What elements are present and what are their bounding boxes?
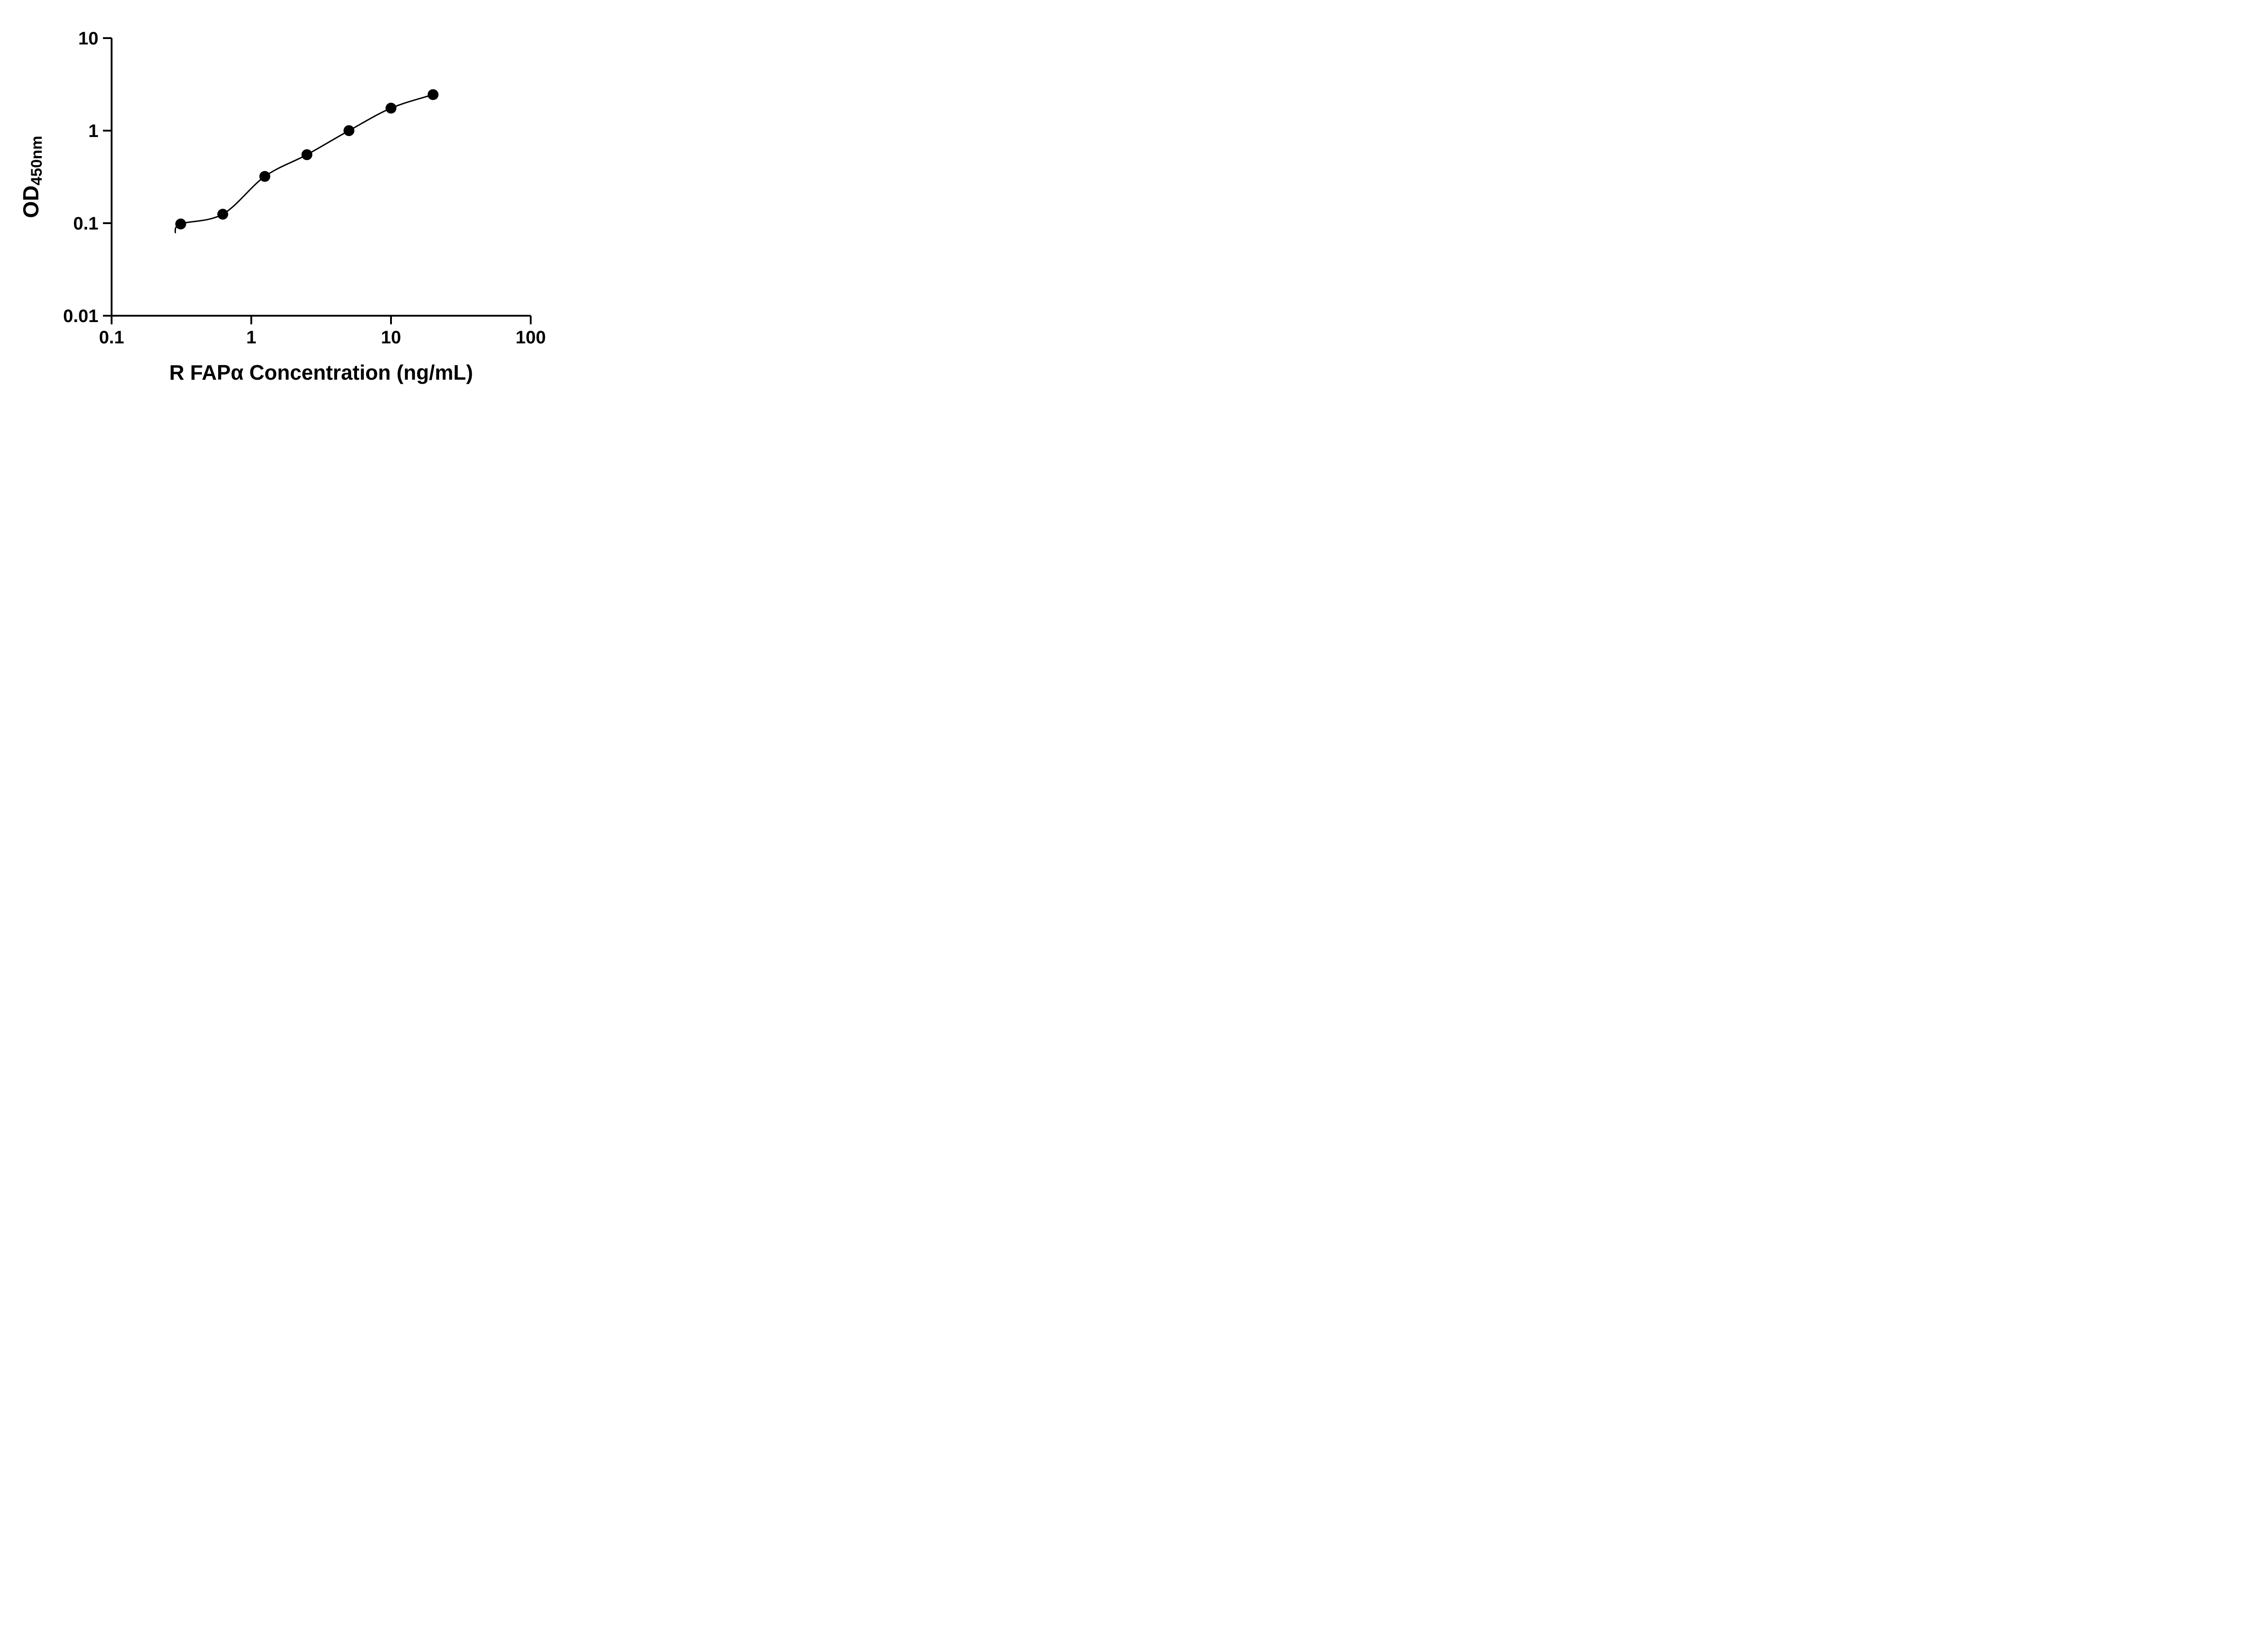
- x-axis-title: R FAPα Concentration (ng/mL): [169, 362, 473, 383]
- data-point: [343, 125, 355, 136]
- y-tick-label: 0.01: [63, 306, 98, 326]
- y-tick-label: 10: [78, 29, 99, 49]
- elisa-standard-curve-figure: 0.1 1 10 100 0.01 0.1 1 10 R FAPα Concentration…: [0, 0, 583, 408]
- fit-curve: [174, 94, 434, 234]
- y-tick-label: 0.1: [73, 214, 98, 234]
- data-point: [427, 89, 439, 100]
- data-point: [386, 103, 396, 114]
- data-point: [301, 149, 313, 160]
- x-tick-label: 1: [246, 328, 256, 347]
- x-tick-label: 100: [516, 328, 546, 347]
- x-tick-label: 0.1: [99, 328, 124, 347]
- y-axis-title: OD450nm: [19, 136, 46, 218]
- data-point: [175, 218, 186, 230]
- y-axis-title-text: OD: [19, 185, 44, 218]
- data-point: [217, 209, 229, 220]
- y-tick-label: 1: [88, 121, 98, 141]
- x-tick-label: 10: [381, 328, 401, 347]
- y-axis-title-subscript: 450nm: [28, 136, 46, 186]
- data-point: [259, 171, 270, 182]
- x-axis-title-text: R FAPα Concentration (ng/mL): [169, 361, 473, 384]
